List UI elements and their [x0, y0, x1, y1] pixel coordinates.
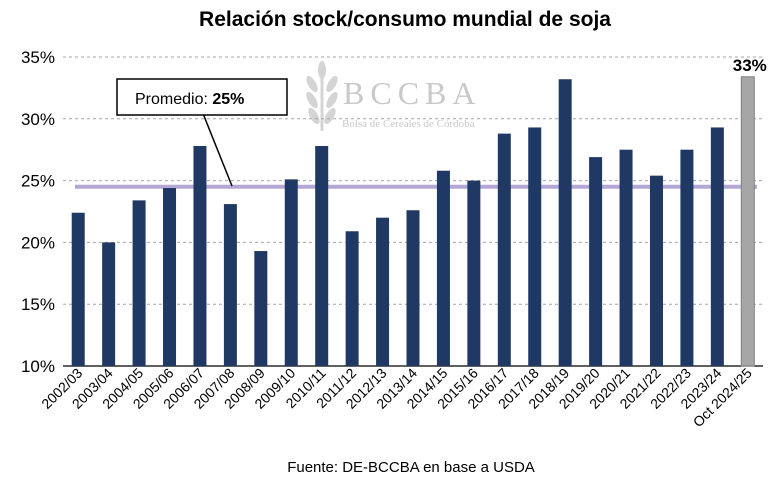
average-label: Promedio: 25%	[135, 91, 244, 108]
bar	[589, 157, 603, 366]
bar-highlight	[740, 76, 755, 367]
y-tick-label: 10%	[21, 357, 55, 376]
watermark-subtitle: Bolsa de Cereales de Córdoba	[342, 118, 475, 130]
bar	[193, 145, 207, 366]
bar	[710, 127, 724, 367]
bar	[406, 210, 420, 366]
bar	[71, 212, 85, 366]
average-label-value: 25%	[212, 91, 244, 108]
average-label-prefix: Promedio:	[135, 91, 212, 108]
bar	[315, 145, 329, 366]
y-tick-label: 35%	[21, 48, 55, 67]
bar	[102, 242, 116, 366]
bar	[680, 149, 694, 366]
bar	[558, 79, 572, 367]
bar	[376, 217, 390, 366]
y-axis-ticks: 10% 15% 20% 25% 30% 35%	[21, 48, 55, 376]
chart-title: Relación stock/consumo mundial de soja	[199, 8, 611, 31]
bar	[467, 180, 481, 366]
watermark-title: BCCBA	[343, 75, 481, 111]
source-note: Fuente: DE-BCCBA en base a USDA	[287, 459, 535, 476]
watermark: BCCBA Bolsa de Cereales de Córdoba	[306, 61, 481, 131]
bar	[223, 204, 237, 366]
bar	[528, 127, 542, 367]
y-tick-label: 20%	[21, 233, 55, 252]
wheat-logo-icon	[306, 61, 338, 131]
bar	[163, 188, 177, 366]
bars	[71, 76, 755, 367]
bar	[649, 175, 663, 366]
bar	[619, 149, 633, 366]
average-callout-leader	[201, 110, 233, 187]
y-tick-label: 25%	[21, 172, 55, 191]
bar	[436, 170, 450, 366]
bar	[345, 231, 359, 366]
average-callout: Promedio: 25%	[116, 78, 288, 187]
y-tick-label: 30%	[21, 110, 55, 129]
bar	[254, 251, 268, 366]
x-axis-ticks: 2002/032003/042004/052005/062006/072007/…	[38, 365, 755, 430]
y-tick-label: 15%	[21, 295, 55, 314]
last-bar-label: 33%	[733, 56, 767, 75]
bar	[284, 179, 298, 366]
bar	[497, 133, 511, 366]
average-callout-box	[116, 78, 288, 116]
bar	[132, 200, 146, 366]
